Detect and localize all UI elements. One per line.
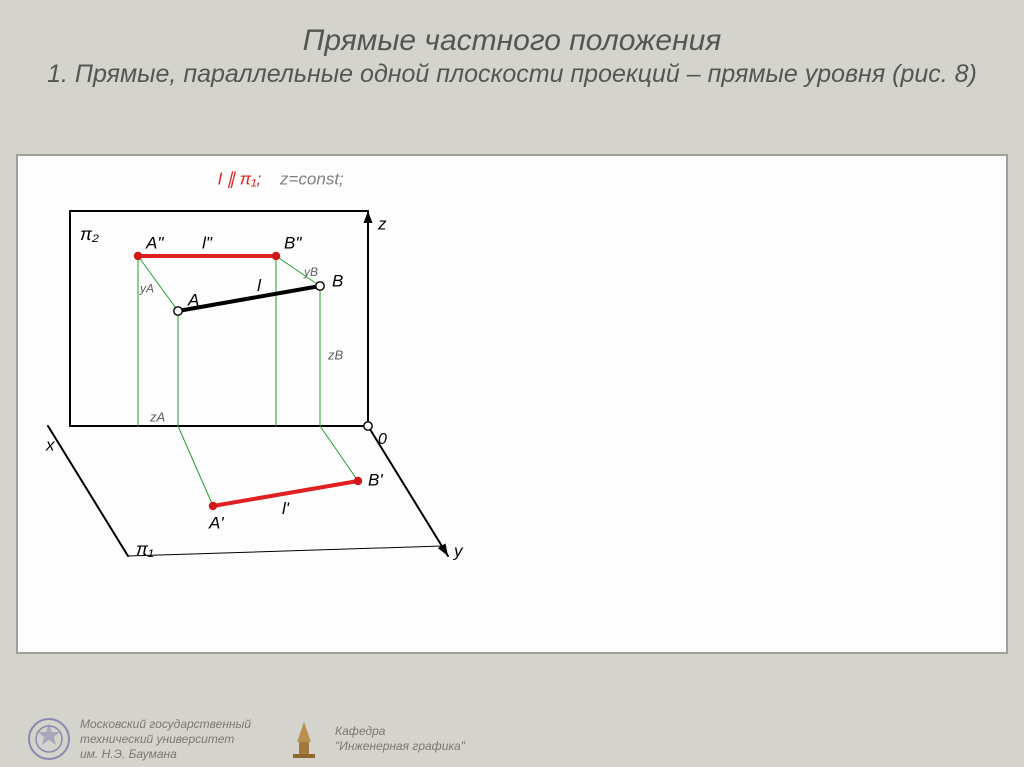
svg-text:A': A' [208,513,224,532]
svg-text:y: y [453,541,464,560]
svg-text:z: z [377,214,387,233]
svg-text:A: A [187,290,199,309]
university-crest-icon [28,718,70,760]
footer-univ-l2: технический университет [80,732,251,747]
projection-diagram: l ∥ π₁; z=const; π₂ π₁ z y x 0 A" B" l" A Bl A' B' l' yA… [18,156,518,626]
slide-title: Прямые частного положения 1. Прямые, пар… [0,0,1024,103]
footer-department: Кафедра "Инженерная графика" [283,718,465,760]
title-sub: 1. Прямые, параллельные одной плоскости … [40,58,984,91]
footer-dept-l1: Кафедра [335,724,465,739]
footer-dept-l2: "Инженерная графика" [335,739,465,754]
diagram-frame: l ∥ π₁; z=const; π₂ π₁ z y x 0 A" B" l" A Bl A' B' l' yA… [16,154,1008,654]
svg-text:l: l [257,276,262,295]
svg-text:B': B' [368,470,383,489]
svg-text:0: 0 [378,431,387,448]
svg-text:zA: zA [149,409,165,424]
svg-text:B: B [332,271,343,290]
title-main: Прямые частного положения [40,24,984,58]
svg-text:yA: yA [139,282,154,296]
svg-text:yB: yB [303,265,318,279]
svg-text:l ∥ π₁;: l ∥ π₁; [218,169,261,188]
footer-univ-l1: Московский государственный [80,717,251,732]
svg-text:zB: zB [327,347,344,362]
footer-university: Московский государственный технический у… [28,717,251,762]
svg-text:B": B" [284,233,302,252]
svg-text:l": l" [202,233,213,252]
department-tower-icon [283,718,325,760]
svg-text:z=const;: z=const; [279,169,344,188]
svg-text:l': l' [282,499,290,518]
svg-text:π₂: π₂ [80,224,99,244]
svg-text:π₁: π₁ [136,539,154,559]
svg-text:A": A" [145,233,164,252]
footer: Московский государственный технический у… [0,711,1024,767]
svg-text:x: x [45,435,55,454]
footer-univ-l3: им. Н.Э. Баумана [80,747,251,762]
